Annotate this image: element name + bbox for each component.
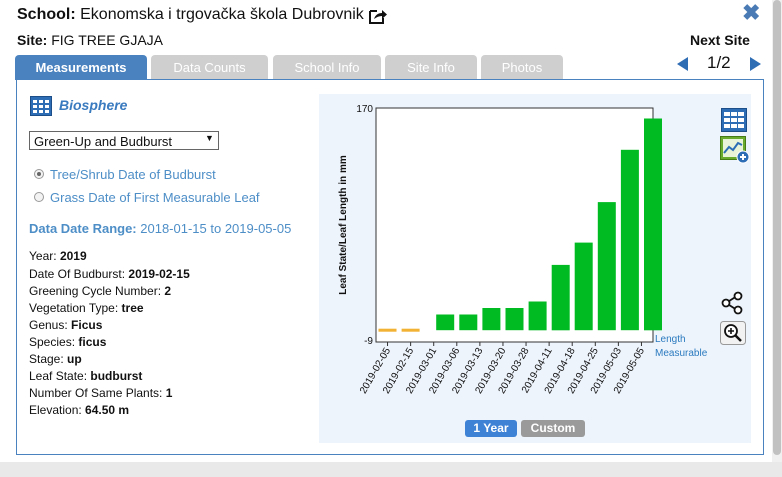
one-year-button[interactable]: 1 Year bbox=[465, 420, 517, 437]
table-grid-icon bbox=[30, 96, 52, 116]
legend-measurable: Measurable bbox=[655, 348, 708, 359]
next-site-label: Next Site bbox=[690, 32, 750, 48]
radio-selected-dot bbox=[37, 172, 41, 176]
y-min-label: -9 bbox=[364, 336, 373, 347]
tab-school-info[interactable]: School Info bbox=[273, 55, 381, 80]
bar-0[interactable] bbox=[436, 314, 455, 331]
info-elevation: Elevation: 64.50 m bbox=[29, 403, 130, 417]
radio-label-grass-leaf: Grass Date of First Measurable Leaf bbox=[50, 190, 260, 205]
bar-2[interactable] bbox=[482, 308, 501, 331]
radio-label-tree-budburst: Tree/Shrub Date of Budburst bbox=[50, 167, 216, 182]
info-same-plants: Number Of Same Plants: 1 bbox=[29, 386, 173, 400]
bar-9[interactable] bbox=[644, 118, 662, 331]
bar-5[interactable] bbox=[551, 264, 570, 331]
close-icon[interactable]: ✖ bbox=[742, 0, 761, 25]
site-name: FIG TREE GJAJA bbox=[51, 32, 163, 48]
tab-measurements[interactable]: Measurements bbox=[15, 55, 147, 80]
legend-length: Length bbox=[655, 334, 686, 345]
bars-group bbox=[378, 118, 662, 332]
budburst-marker-1[interactable] bbox=[401, 328, 420, 332]
radio-tree-budburst[interactable] bbox=[34, 169, 44, 179]
x-tick-labels: 2019-02-052019-02-152019-03-012019-03-06… bbox=[358, 342, 647, 396]
school-label: School: bbox=[17, 6, 76, 23]
table-view-icon[interactable] bbox=[721, 108, 747, 132]
tab-site-info[interactable]: Site Info bbox=[385, 55, 477, 80]
y-max-label: 170 bbox=[356, 104, 373, 115]
info-year: Year: 2019 bbox=[29, 249, 87, 263]
info-date-of-budburst: Date Of Budburst: 2019-02-15 bbox=[29, 267, 190, 281]
school-title: School: Ekonomska i trgovačka škola Dubr… bbox=[17, 6, 364, 24]
site-line: Site: FIG TREE GJAJA bbox=[17, 32, 163, 48]
add-graph-icon[interactable] bbox=[720, 136, 750, 164]
zoom-in-icon[interactable] bbox=[720, 321, 746, 345]
bar-7[interactable] bbox=[597, 202, 616, 331]
info-species: Species: ficus bbox=[29, 335, 107, 349]
external-link-icon[interactable] bbox=[368, 7, 388, 25]
range-label: Data Date Range: bbox=[29, 221, 137, 236]
custom-range-button[interactable]: Custom bbox=[521, 420, 585, 437]
info-vegetation-type: Vegetation Type: tree bbox=[29, 301, 144, 315]
school-name: Ekonomska i trgovačka škola Dubrovnik bbox=[80, 6, 364, 23]
section-title: Biosphere bbox=[59, 97, 128, 113]
y-axis-label: Leaf State/Leaf Length in mm bbox=[338, 155, 349, 295]
bar-3[interactable] bbox=[505, 308, 524, 331]
tab-data-counts[interactable]: Data Counts bbox=[151, 55, 268, 80]
budburst-chart: 170 -9 Leaf State/Leaf Length in mm 2019… bbox=[338, 104, 708, 396]
share-icon[interactable] bbox=[720, 291, 744, 315]
info-stage: Stage: up bbox=[29, 352, 82, 366]
site-pager: 1/2 bbox=[707, 53, 731, 72]
range-value: 2018-01-15 to 2019-05-05 bbox=[140, 221, 292, 236]
site-label: Site: bbox=[17, 32, 48, 48]
dialog-bottom-edge bbox=[0, 462, 782, 477]
budburst-marker-0[interactable] bbox=[378, 328, 397, 332]
info-genus: Genus: Ficus bbox=[29, 318, 103, 332]
next-site-icon[interactable] bbox=[750, 57, 761, 71]
data-date-range: Data Date Range: 2018-01-15 to 2019-05-0… bbox=[29, 221, 291, 236]
bar-4[interactable] bbox=[528, 301, 547, 331]
bar-1[interactable] bbox=[459, 314, 478, 331]
bar-8[interactable] bbox=[620, 149, 639, 331]
prev-site-icon[interactable] bbox=[677, 57, 688, 71]
scrollbar-thumb[interactable] bbox=[773, 0, 781, 455]
protocol-select[interactable]: Green-Up and Budburst bbox=[29, 131, 219, 150]
bar-6[interactable] bbox=[574, 242, 593, 331]
chevron-down-icon: ▼ bbox=[205, 133, 214, 143]
radio-grass-leaf[interactable] bbox=[34, 192, 44, 202]
tab-photos[interactable]: Photos bbox=[481, 55, 563, 80]
info-greening-cycle: Greening Cycle Number: 2 bbox=[29, 284, 172, 298]
info-leaf-state: Leaf State: budburst bbox=[29, 369, 143, 383]
